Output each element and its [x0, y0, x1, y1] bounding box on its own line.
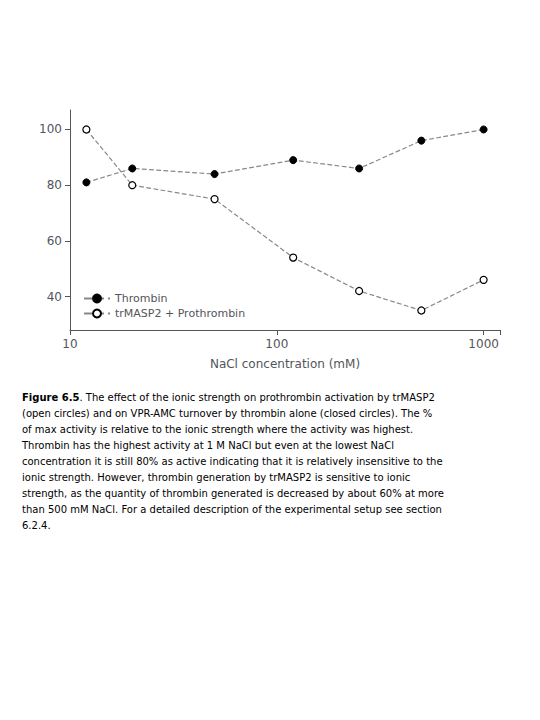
svg-text:NaCl concentration (mM): NaCl concentration (mM): [210, 357, 360, 371]
svg-text:10: 10: [62, 337, 77, 351]
svg-text:100: 100: [39, 122, 62, 136]
svg-text:Thrombin has the highest activ: Thrombin has the highest activity at 1 M…: [21, 440, 394, 451]
svg-text:of max activity is relative to: of max activity is relative to the ionic…: [22, 424, 413, 435]
svg-text:60: 60: [47, 234, 62, 248]
svg-text:80: 80: [47, 178, 62, 192]
svg-text:6.2.4.: 6.2.4.: [22, 520, 51, 531]
svg-text:(open circles) and on VPR-AMC: (open circles) and on VPR-AMC turnover b…: [22, 408, 432, 419]
svg-text:concentration it is still 80%: concentration it is still 80% as active …: [22, 456, 443, 467]
svg-text:strength, as the quantity of t: strength, as the quantity of thrombin ge…: [22, 488, 444, 499]
svg-text:than 500 mM NaCl. For a detail: than 500 mM NaCl. For a detailed descrip…: [22, 504, 442, 515]
svg-text:40: 40: [47, 290, 62, 304]
svg-text:Thrombin: Thrombin: [114, 292, 167, 305]
svg-text:1000: 1000: [468, 337, 499, 351]
svg-text:100: 100: [265, 337, 288, 351]
svg-text:Figure 6.5: Figure 6.5: [22, 392, 79, 403]
svg-text:. The effect of the ionic stre: . The effect of the ionic strength on pr…: [79, 392, 434, 403]
svg-text:trMASP2 + Prothrombin: trMASP2 + Prothrombin: [115, 307, 245, 320]
svg-text:ionic strength. However, throm: ionic strength. However, thrombin genera…: [22, 472, 410, 483]
